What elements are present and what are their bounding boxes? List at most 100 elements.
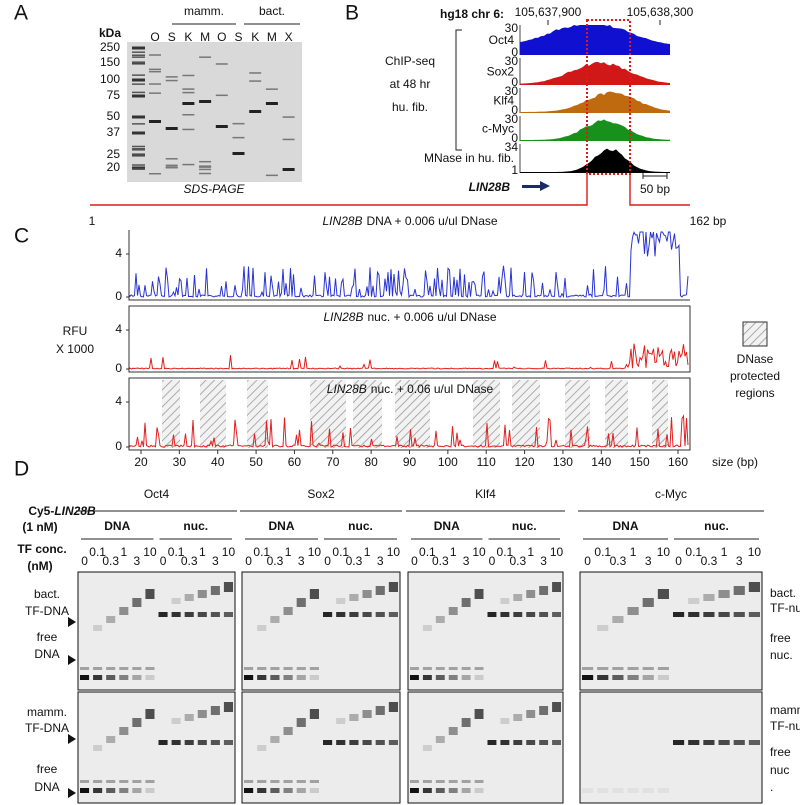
band [309,667,319,670]
shifted-band [309,709,319,719]
band [362,612,372,617]
ladder-band [132,123,145,125]
band [582,788,594,793]
ladder-band [132,147,145,150]
shifted-band [132,598,142,607]
band [612,667,624,670]
panel-label: C [14,225,29,248]
shifted-band [119,727,129,735]
band [93,788,103,793]
group-label: nuc. [348,519,373,533]
marker-label: 37 [107,125,121,139]
shifted-band [474,589,484,599]
shifted-band [500,718,510,724]
band [158,740,168,745]
band [106,788,116,793]
shifted-band [336,598,346,604]
plot-axis [128,230,690,301]
band [718,612,730,617]
shifted-band [270,736,280,743]
conc-label: 0 [584,554,591,568]
marker-label: 25 [107,147,121,161]
band [132,780,142,783]
band [210,612,220,617]
band [539,740,549,745]
band [526,740,536,745]
band [309,675,319,680]
y-tick-label: 4 [115,322,122,336]
scale-bar [642,173,668,179]
band [323,740,333,745]
minor-band [149,54,161,56]
chip-label: hu. fib. [392,100,428,114]
band [487,612,497,617]
group-label: bact. [259,4,285,18]
minor-band [282,116,295,118]
ladder-band [132,62,145,64]
band [349,612,359,617]
coordinate: 105,638,300 [627,5,694,19]
shifted-band [657,589,669,599]
coordinate: 105,637,900 [515,5,582,19]
conc-label: 0 [489,554,496,568]
minor-band [149,70,161,73]
protected-region [310,380,346,448]
right-label: free [770,745,791,759]
track-label-box [472,119,518,138]
conc-label: 0.3 [346,554,363,568]
marker-label: 75 [107,88,121,102]
band [309,780,319,783]
shifted-band [612,616,624,623]
band [244,667,254,670]
tf-label: TF conc. [17,542,66,556]
band [673,740,685,745]
marker-arrow [68,617,76,627]
ladder-band [132,131,145,135]
shifted-band [474,709,484,719]
band [80,788,90,793]
ladder-band [132,166,145,170]
gel [77,571,236,691]
band [283,780,293,783]
trace-title-text: nuc. + 0.06 u/ul DNase [371,382,494,396]
x-tick-label: 30 [173,455,187,469]
band [296,667,306,670]
conc-label: 10 [222,545,236,559]
ladder-band [132,56,145,58]
x-tick-label: 50 [249,455,263,469]
conc-label: 0.1 [594,545,611,559]
shifted-band [171,598,181,604]
track-signal [520,25,670,55]
trace-gene: LIN28B [322,214,362,228]
scale-label: 50 bp [640,182,670,196]
band [539,612,549,617]
conc-label: 1 [527,545,534,559]
conc-label: 3 [134,554,141,568]
minor-band [182,163,195,166]
band [435,675,445,680]
shifted-band [270,616,280,623]
gel [241,691,401,804]
band [296,780,306,783]
shifted-band [539,706,549,715]
band [657,667,669,670]
band [688,740,700,745]
x-tick-label: 90 [403,455,417,469]
right-label: bact. [770,586,796,600]
shifted-band [349,594,359,601]
band [223,612,233,617]
panel-label: A [14,2,28,25]
shifted-band [642,598,654,607]
band [422,675,432,680]
band [210,740,220,745]
group-label: mamm. [184,4,224,18]
tf-label: (nM) [27,559,52,573]
shifted-band [461,598,471,607]
track-signal [520,62,670,85]
band [474,788,484,793]
gel [407,571,564,691]
marker-arrow [68,788,76,798]
shifted-band [448,727,458,735]
marker-label: 250 [100,40,120,54]
band [296,788,306,793]
